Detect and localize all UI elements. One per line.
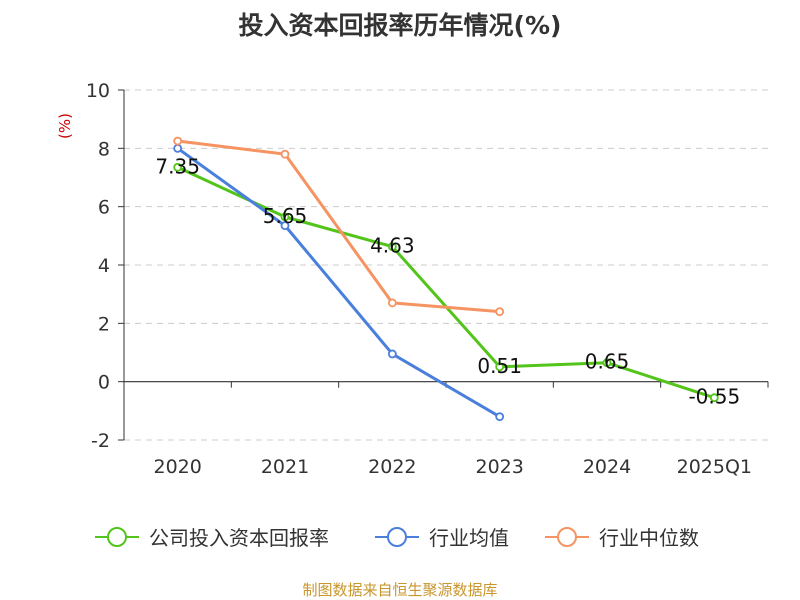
data-labels: 7.35 5.65 4.63 0.51 0.65 -0.55 [155, 154, 740, 408]
y-tick-label: 6 [98, 197, 110, 219]
y-tick-label: 2 [98, 313, 110, 335]
grid-lines [124, 89, 768, 441]
data-label: -0.55 [688, 385, 740, 409]
source-note: 制图数据来自恒生聚源数据库 [302, 581, 498, 599]
series-line [177, 139, 500, 314]
legend-swatch-marker [107, 527, 127, 547]
x-tick-label: 2025Q1 [677, 456, 752, 478]
y-tick-label: 10 [86, 80, 110, 102]
x-tick-label: 2024 [583, 456, 631, 478]
y-tick-label: 0 [98, 372, 110, 394]
data-point [387, 242, 397, 252]
legend-swatch-marker [557, 527, 577, 547]
data-point [173, 136, 183, 146]
data-point [280, 149, 290, 159]
data-label: 0.51 [477, 354, 522, 378]
chart-title: 投入资本回报率历年情况(%) [238, 11, 562, 40]
data-label: 4.63 [370, 234, 415, 258]
legend-label: 行业均值 [429, 526, 509, 550]
legend-item: 行业中位数 [545, 526, 699, 550]
legend: 公司投入资本回报率 行业均值 行业中位数 [95, 526, 699, 550]
data-point [387, 349, 397, 359]
series-lines [173, 136, 719, 422]
data-label: 0.65 [585, 350, 630, 374]
data-point [709, 393, 719, 403]
series-line [176, 147, 501, 418]
data-point [173, 162, 183, 172]
y-tick-label: 8 [98, 138, 110, 160]
data-point [280, 221, 290, 231]
legend-label: 行业中位数 [599, 526, 699, 550]
x-tick-label: 2022 [368, 456, 416, 478]
data-point [602, 358, 612, 368]
legend-item: 公司投入资本回报率 [95, 526, 329, 550]
legend-label: 公司投入资本回报率 [149, 526, 329, 550]
y-axis-label: (%) [56, 113, 74, 139]
legend-swatch-marker [387, 527, 407, 547]
series-line [177, 165, 715, 400]
y-tick-label: 4 [98, 255, 110, 277]
legend-item: 行业均值 [375, 526, 509, 550]
data-label: 7.35 [155, 154, 200, 178]
data-point [495, 307, 505, 317]
data-point [495, 412, 505, 422]
x-tick-label: 2020 [153, 456, 201, 478]
data-point [280, 212, 290, 222]
data-point [495, 362, 505, 372]
x-tick-label: 2023 [475, 456, 523, 478]
data-point [173, 143, 183, 153]
y-tick-label: -2 [91, 430, 110, 452]
data-label: 5.65 [263, 204, 308, 228]
data-point [387, 298, 397, 308]
axes: -2 0 2 4 6 8 10 2020 2021 2022 2023 2024 2025Q1 (%) [56, 80, 769, 478]
x-tick-label: 2021 [261, 456, 309, 478]
